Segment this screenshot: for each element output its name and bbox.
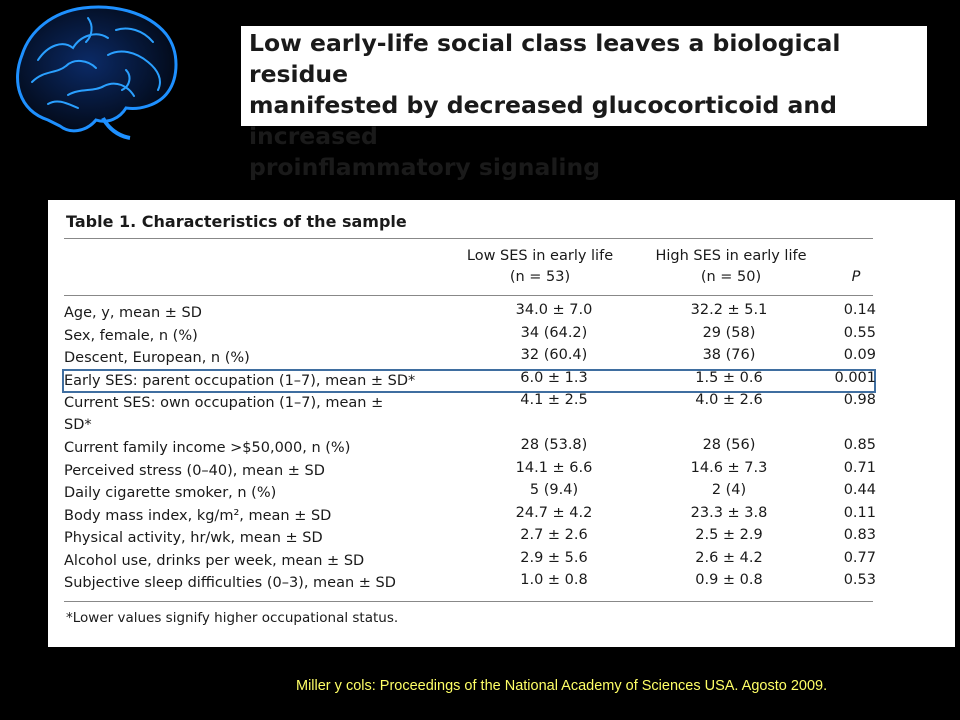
cell-p-value: 0.53: [843, 572, 876, 588]
cell-high-ses: 2.5 ± 2.9: [695, 527, 763, 543]
cell-p-value: 0.55: [843, 324, 876, 341]
table-body: Age, y, mean ± SD 34.0 ± 7.0 32.2 ± 5.1 0.1…: [62, 301, 876, 594]
cell-variable: Body mass index, kg/m², mean ± SD: [64, 507, 332, 524]
cell-high-ses: 29 (58): [702, 324, 756, 341]
cell-low-ses: 2.9 ± 5.6: [520, 549, 588, 566]
table-row: Physical activity, hr/wk, mean ± SD 2.7 ±…: [64, 526, 876, 549]
cell-low-ses: 4.1 ± 2.5: [520, 392, 588, 408]
cell-p-value: 0.83: [843, 527, 876, 543]
table-row: Sex, female, n (%) 34 (64.2) 29 (58) 0.55: [64, 324, 876, 347]
cell-variable: Descent, European, n (%): [64, 350, 250, 366]
table-row-highlighted: Early SES: parent occupation (1–7), mean…: [62, 368, 876, 392]
cell-high-ses: 28 (56): [702, 437, 756, 453]
cell-p-value: 0.44: [843, 482, 876, 498]
cell-low-ses: 28 (53.8): [520, 437, 588, 453]
cell-p-value: 0.77: [843, 549, 876, 566]
citation: Miller y cols: Proceedings of the Nation…: [296, 678, 828, 694]
cell-low-ses: 6.0 ± 1.3: [520, 369, 588, 386]
cell-high-ses: 1.5 ± 0.6: [695, 369, 763, 386]
cell-p-value: 0.11: [843, 504, 876, 521]
cell-low-ses: 24.7 ± 4.2: [515, 504, 593, 521]
cell-high-ses: 32.2 ± 5.1: [690, 302, 768, 318]
table-row: Daily cigarette smoker, n (%) 5 (9.4) 2 (4…: [64, 481, 876, 504]
cell-p-value: 0.85: [843, 437, 876, 453]
cell-high-ses: 2.6 ± 4.2: [695, 549, 763, 566]
cell-low-ses: 1.0 ± 0.8: [520, 572, 588, 588]
cell-variable: Current SES: own occupation (1–7), mean …: [64, 395, 384, 433]
table-footnote: *Lower values signify higher occupationa…: [66, 610, 399, 626]
table-row: Body mass index, kg/m², mean ± SD 24.7 ± …: [64, 504, 876, 527]
cell-p-value: 0.71: [843, 459, 876, 476]
cell-low-ses: 32 (60.4): [520, 347, 588, 363]
cell-high-ses: 14.6 ± 7.3: [690, 459, 768, 476]
cell-variable: Physical activity, hr/wk, mean ± SD: [64, 530, 323, 546]
cell-variable: Perceived stress (0–40), mean ± SD: [64, 462, 325, 479]
slide-title-box: Low early-life social class leaves a bio…: [241, 26, 927, 181]
table-row: Alcohol use, drinks per week, mean ± SD 2…: [64, 549, 876, 572]
cell-p-value: 0.14: [843, 302, 876, 318]
cell-variable: Sex, female, n (%): [64, 327, 198, 344]
table-caption: Table 1. Characteristics of the sample: [66, 212, 407, 231]
cell-p-value: 0.98: [843, 392, 876, 408]
cell-high-ses: 38 (76): [702, 347, 756, 363]
cell-variable: Current family income >$50,000, n (%): [64, 440, 351, 456]
cell-high-ses: 0.9 ± 0.8: [695, 572, 763, 588]
cell-low-ses: 2.7 ± 2.6: [520, 527, 588, 543]
table-row: Perceived stress (0–40), mean ± SD 14.1 ±…: [64, 459, 876, 482]
table-rule-header: [64, 295, 873, 296]
cell-high-ses: 23.3 ± 3.8: [690, 504, 768, 521]
cell-variable: Daily cigarette smoker, n (%): [64, 485, 277, 501]
cell-high-ses: 4.0 ± 2.6: [695, 392, 763, 408]
brain-icon: [16, 5, 178, 140]
table-row: Subjective sleep difficulties (0–3), mea…: [64, 571, 876, 594]
column-header-p: P: [851, 269, 861, 285]
table-panel: Table 1. Characteristics of the sample L…: [48, 200, 955, 647]
cell-variable: Alcohol use, drinks per week, mean ± SD: [64, 552, 365, 569]
table-rule-top: [64, 238, 873, 239]
table-rule-bottom: [64, 601, 873, 602]
cell-p-value: 0.001: [834, 369, 876, 386]
cell-variable: Early SES: parent occupation (1–7), mean…: [64, 372, 416, 389]
table-row: Current SES: own occupation (1–7), mean …: [64, 391, 876, 436]
column-header-low-ses: Low SES in early life (n = 53): [466, 248, 614, 285]
cell-low-ses: 14.1 ± 6.6: [515, 459, 593, 476]
column-header-high-ses: High SES in early life (n = 50): [655, 248, 807, 285]
cell-variable: Subjective sleep difficulties (0–3), mea…: [64, 575, 396, 591]
table-row: Age, y, mean ± SD 34.0 ± 7.0 32.2 ± 5.1 0.1…: [64, 301, 876, 324]
table-row: Current family income >$50,000, n (%) 28 …: [64, 436, 876, 459]
cell-variable: Age, y, mean ± SD: [64, 305, 202, 321]
cell-low-ses: 34 (64.2): [520, 324, 588, 341]
slide-title: Low early-life social class leaves a bio…: [249, 29, 841, 181]
cell-low-ses: 34.0 ± 7.0: [515, 302, 593, 318]
cell-low-ses: 5 (9.4): [529, 482, 579, 498]
table-row: Descent, European, n (%) 32 (60.4) 38 (76)…: [64, 346, 876, 369]
cell-p-value: 0.09: [843, 347, 876, 363]
cell-high-ses: 2 (4): [711, 482, 747, 498]
